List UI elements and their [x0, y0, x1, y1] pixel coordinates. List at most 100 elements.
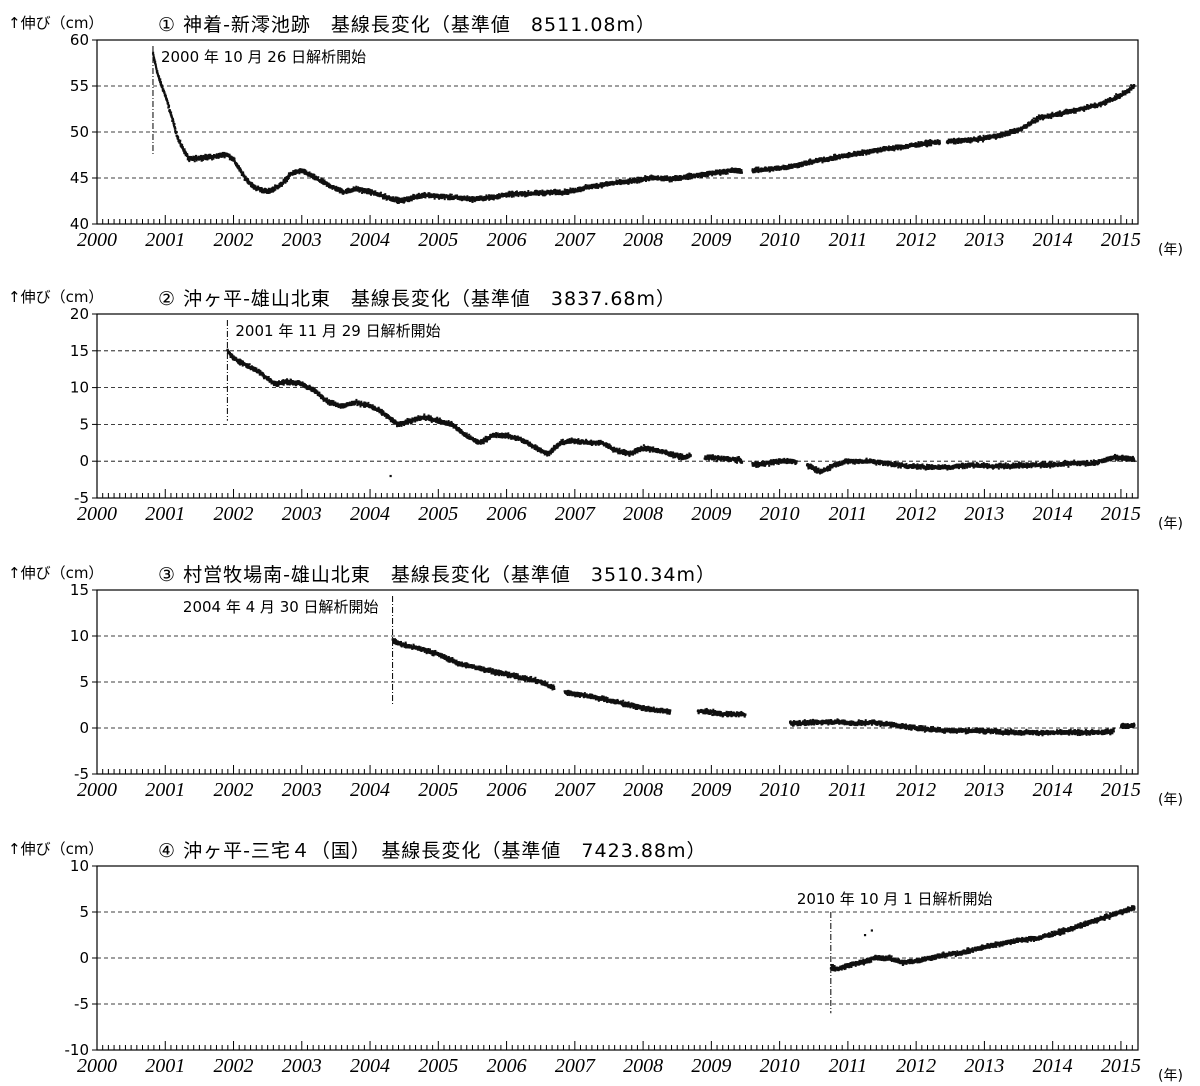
data-point	[460, 197, 463, 200]
data-point	[511, 190, 514, 193]
data-point	[168, 104, 171, 107]
data-point	[367, 188, 370, 191]
data-point	[228, 155, 231, 158]
data-point	[171, 116, 174, 119]
data-point	[667, 176, 670, 179]
data-point	[284, 181, 287, 184]
data-point	[242, 171, 245, 174]
data-point	[323, 183, 326, 186]
data-point	[576, 186, 579, 189]
data-point	[244, 175, 247, 178]
data-point	[668, 180, 671, 183]
data-point	[242, 172, 245, 175]
data-point	[286, 179, 289, 182]
data-point	[152, 54, 155, 57]
data-point	[379, 192, 382, 195]
x-tick-label: 2009	[691, 229, 731, 251]
data-point	[281, 184, 284, 187]
x-tick-label: 2014	[1033, 229, 1073, 251]
data-point	[186, 153, 189, 156]
data-point	[657, 175, 660, 178]
data-point	[370, 193, 373, 196]
data-point	[385, 198, 388, 201]
data-point	[158, 76, 161, 79]
data-point	[272, 190, 275, 193]
data-point	[194, 158, 197, 161]
data-point	[169, 110, 172, 113]
data-point	[195, 155, 198, 158]
data-point	[282, 182, 285, 185]
data-point	[172, 119, 175, 122]
data-point	[305, 170, 308, 173]
data-point	[757, 166, 760, 169]
data-point	[432, 195, 435, 198]
data-point	[448, 196, 451, 199]
data-point	[573, 190, 576, 193]
data-point	[391, 198, 394, 201]
x-tick-label: 2011	[829, 229, 868, 251]
data-point	[311, 176, 314, 179]
data-point	[618, 178, 621, 181]
data-point	[183, 148, 186, 151]
data-point	[170, 111, 173, 114]
data-point	[359, 187, 362, 190]
data-point	[591, 187, 594, 190]
data-point	[154, 64, 157, 67]
x-tick-label: 2000	[77, 229, 117, 251]
data-point	[251, 182, 254, 185]
data-point	[179, 139, 182, 142]
data-point	[162, 89, 165, 92]
data-point	[264, 188, 267, 191]
x-tick-label: 2008	[623, 229, 663, 251]
chart-panel-1: ↑伸び（cm） ① 神着-新澪池跡 基線長変化（基準値 8511.08m）4045…	[8, 14, 1183, 258]
data-point	[541, 189, 544, 192]
data-point	[443, 193, 446, 196]
data-series	[151, 51, 1136, 205]
data-point	[320, 177, 323, 180]
x-tick-label: 2005	[418, 229, 458, 251]
data-point	[230, 155, 233, 158]
data-point	[539, 190, 542, 193]
data-point	[448, 198, 451, 201]
data-point	[270, 189, 273, 192]
y-axis-label: ↑伸び（cm）	[8, 14, 103, 32]
data-point	[413, 194, 416, 197]
data-point	[583, 188, 586, 191]
data-point	[431, 195, 434, 198]
data-point	[260, 189, 263, 192]
data-point	[438, 197, 441, 200]
data-point	[561, 193, 564, 196]
data-point	[418, 197, 421, 200]
data-point	[294, 172, 297, 175]
data-point	[437, 196, 440, 199]
data-point	[629, 177, 632, 180]
data-point	[270, 190, 273, 193]
y-tick-label: 60	[70, 31, 89, 49]
data-point	[325, 184, 328, 187]
data-point	[527, 189, 530, 192]
data-point	[740, 171, 743, 174]
data-point	[190, 155, 193, 158]
data-point	[396, 202, 399, 205]
data-point	[172, 120, 175, 123]
data-point	[163, 91, 166, 94]
data-point	[188, 156, 191, 159]
data-point	[201, 159, 204, 162]
data-point	[579, 190, 582, 193]
data-point	[159, 78, 162, 81]
data-point	[163, 90, 166, 93]
data-point	[661, 175, 664, 178]
x-tick-label: 2001	[145, 229, 185, 251]
data-point	[397, 201, 400, 204]
data-point	[647, 177, 650, 180]
data-point	[538, 193, 541, 196]
data-point	[161, 86, 164, 89]
data-point	[152, 51, 155, 54]
data-point	[158, 79, 161, 82]
data-point	[420, 196, 423, 199]
data-point	[636, 176, 639, 179]
data-point	[240, 170, 243, 173]
data-point	[600, 186, 603, 189]
x-tick-label: 2003	[282, 229, 322, 251]
data-point	[243, 178, 246, 181]
